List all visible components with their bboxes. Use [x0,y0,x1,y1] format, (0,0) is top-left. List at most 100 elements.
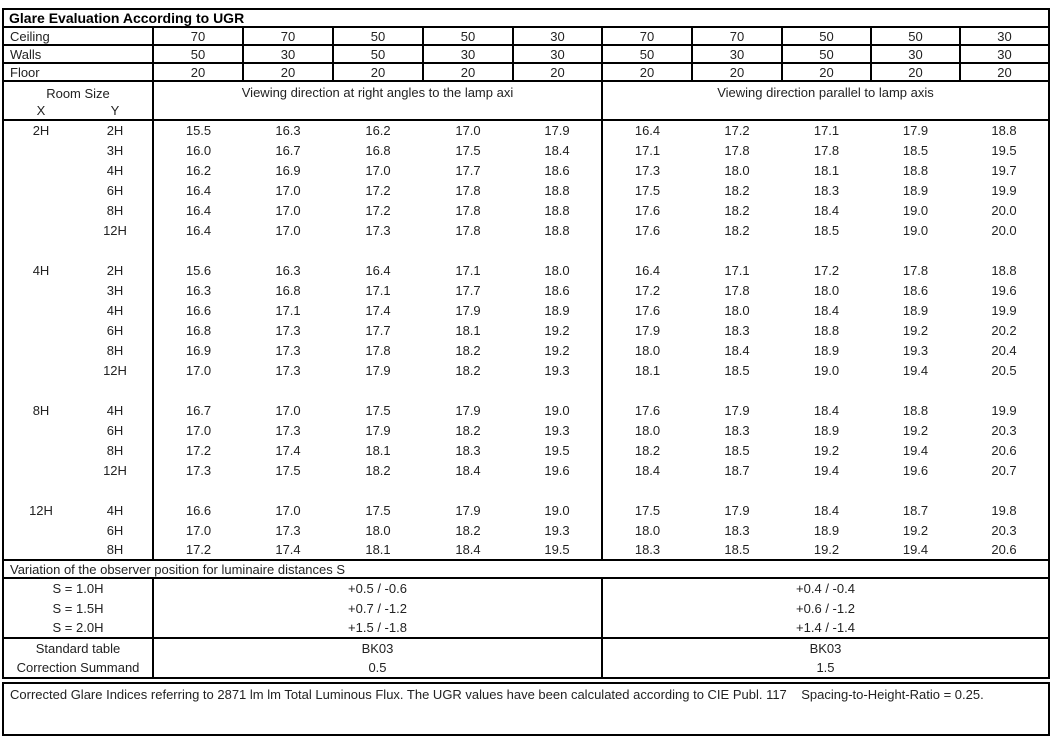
ugr-y-cell [78,480,154,500]
ugr-value-cell: 18.9 [813,522,840,538]
ugr-value-cell: 17.5 [455,142,481,158]
ugr-value-cell: 17.1 [365,282,391,298]
ugr-value-cell: 18.9 [902,182,929,198]
surface-value-cell: 50 [332,26,424,46]
ugr-x-cell [3,280,78,300]
ugr-value-cell: 17.6 [634,222,661,238]
ugr-y-cell: 12H [78,220,154,240]
footer-row: Corrected Glare Indices referring to 287… [3,683,1049,735]
ugr-value-cell: 18.5 [813,222,840,238]
ugr-value-cell [153,380,243,400]
ugr-value-cell: 17.2 [185,442,212,458]
ugr-value-cell: 18.9 [813,422,840,438]
ugr-value-cell [960,380,1049,400]
ugr-value-cell: 19.0 [813,362,840,378]
ugr-value-cell: 17.9 [455,302,481,318]
ugr-x-cell [3,360,78,380]
ugr-spacer-row [3,480,1049,500]
observer-variation-table: S = 1.0H +0.5 / -0.6 +0.4 / -0.4 S = 1.5H +0… [2,577,1050,639]
ugr-value-cell: 19.2 [513,320,603,340]
ugr-value-cell: 18.4 [813,502,840,518]
ugr-y-cell: 3H [78,140,154,160]
surface-value-cell: 20 [422,62,514,82]
column-header-row: Room Size X Y Viewing direction at right… [3,81,1049,120]
variation-row: S = 1.0H +0.5 / -0.6 +0.4 / -0.4 [3,578,1049,598]
surface-value-cell: 70 [601,26,693,46]
ugr-value-cell: 19.6 [513,460,603,480]
ugr-value-cell: 18.4 [455,542,481,557]
ugr-value-cell: 19.2 [902,322,929,338]
variation-title-row: Variation of the observer position for l… [3,560,1049,578]
ugr-y-cell: 8H [78,340,154,360]
surface-row: Walls 50 30 50 30 30 50 30 50 30 30 [2,44,1050,64]
ugr-value-cell: 20.2 [991,322,1017,338]
ugr-value-cell: 17.3 [185,462,212,478]
ugr-value-cell: 18.4 [513,140,603,160]
ugr-value-cell: 17.8 [365,342,391,358]
variation-title-box: Variation of the observer position for l… [2,559,1050,579]
ugr-value-cell: 18.1 [365,542,391,557]
surface-value-cell: 30 [422,44,514,64]
ugr-value-cell: 18.3 [724,522,750,538]
ugr-value-cell: 16.8 [275,282,301,298]
ugr-value-cell: 17.5 [275,462,301,478]
ugr-value-cell [960,480,1049,500]
ugr-value-cell: 17.8 [724,142,750,158]
ugr-value-cell: 16.7 [275,142,301,158]
ugr-value-cell: 18.8 [513,200,603,220]
surface-value-cell: 30 [870,44,961,64]
ugr-value-cell [782,480,871,500]
ugr-x-cell: 8H [32,402,50,418]
ugr-value-cell [333,380,423,400]
ugr-value-cell [782,240,871,260]
ugr-values-table: 2H 2H 15.5 16.3 16.2 17.0 17.9 16.4 17.2 17.1 17.9… [2,119,1050,561]
ugr-value-cell: 18.2 [634,442,661,458]
standard-right-value: BK03 [809,641,842,656]
ugr-value-cell [513,480,603,500]
ugr-row: 2H 2H 15.5 16.3 16.2 17.0 17.9 16.4 17.2 17.1 17.9… [3,120,1049,140]
ugr-value-cell: 17.9 [365,362,391,378]
ugr-value-cell: 17.4 [275,442,301,458]
ugr-y-cell: 12H [78,460,154,480]
ugr-value-cell [513,240,603,260]
ugr-value-cell: 18.4 [813,402,840,418]
ugr-value-cell: 17.6 [634,302,661,318]
ugr-value-cell: 18.8 [902,162,929,178]
surface-reflectance-table: Ceiling 70 70 50 50 30 70 70 50 50 30 Walls 50 30 50 30… [2,26,1050,82]
ugr-value-cell: 16.0 [185,142,212,158]
ugr-value-cell: 17.3 [634,162,661,178]
ugr-value-cell [871,480,960,500]
ugr-value-cell: 17.5 [365,402,391,418]
ugr-value-cell: 19.2 [902,522,929,538]
ugr-value-cell: 16.2 [185,162,212,178]
ugr-value-cell [243,380,333,400]
left-direction-header: Viewing direction at right angles to the… [153,81,603,120]
ugr-value-cell: 17.0 [185,422,212,438]
ugr-value-cell: 19.0 [513,500,603,520]
ugr-value-cell: 19.6 [991,282,1017,298]
ugr-value-cell: 17.3 [275,522,301,538]
ugr-y-cell: 12H [78,360,154,380]
ugr-value-cell: 18.4 [634,462,661,478]
ugr-value-cell: 19.0 [513,400,603,420]
ugr-row: 6H 16.8 17.3 17.7 18.1 19.2 17.9 18.3 18.8 19.2 20… [3,320,1049,340]
ugr-row: 6H 16.4 17.0 17.2 17.8 18.8 17.5 18.2 18.3 18.9 19… [3,180,1049,200]
ugr-value-cell: 18.1 [455,322,481,338]
ugr-y-cell: 6H [78,320,154,340]
ugr-x-cell [3,460,78,480]
ugr-value-cell: 19.4 [902,542,929,557]
ugr-value-cell: 17.8 [455,222,481,238]
ugr-value-cell: 19.4 [902,362,929,378]
variation-right-value: +0.4 / -0.4 [796,581,855,596]
standard-left-value: 0.5 [153,658,603,678]
ugr-value-cell [602,380,692,400]
ugr-value-cell: 17.0 [455,123,481,138]
ugr-y-cell: 6H [78,420,154,440]
ugr-value-cell: 16.2 [365,123,391,138]
ugr-value-cell: 17.1 [275,302,301,318]
ugr-x-cell [3,180,78,200]
ugr-value-cell: 16.4 [365,262,391,278]
variation-left-value: +1.5 / -1.8 [153,618,603,638]
surface-row: Ceiling 70 70 50 50 30 70 70 50 50 30 [2,26,1050,46]
ugr-value-cell: 19.3 [513,420,603,440]
